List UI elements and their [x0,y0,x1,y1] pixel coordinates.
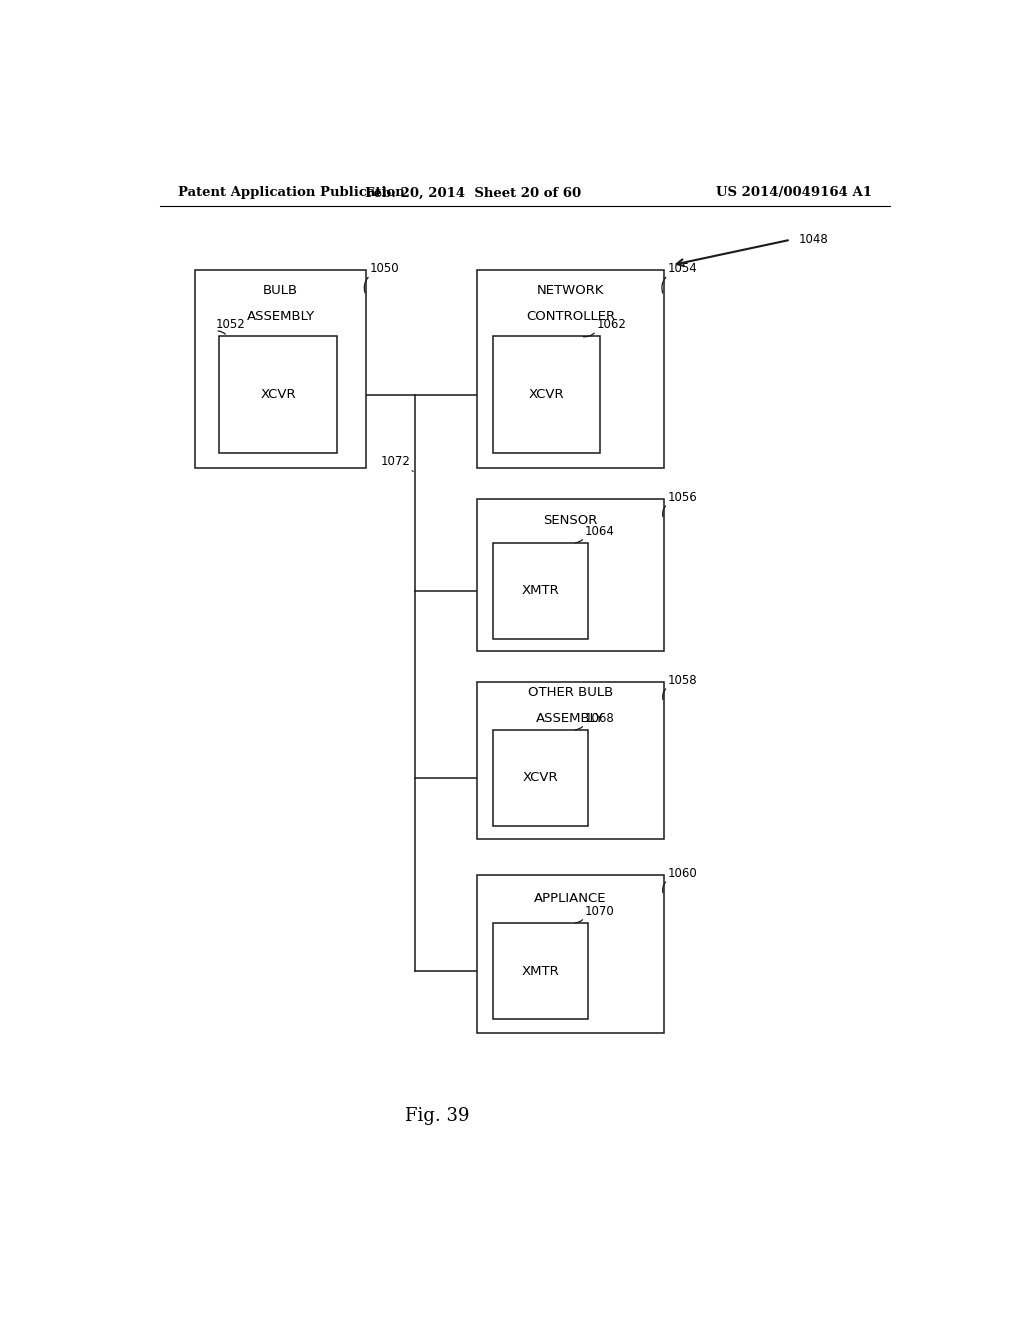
Text: BULB: BULB [263,284,298,297]
Bar [494,543,589,639]
Text: XCVR: XCVR [523,771,558,784]
Bar [196,271,367,469]
Bar [494,337,600,453]
Bar [219,337,337,453]
Text: OTHER BULB: OTHER BULB [527,686,613,700]
Text: SENSOR: SENSOR [544,515,598,527]
Bar [477,499,664,651]
Text: 1050: 1050 [370,263,399,276]
Text: XCVR: XCVR [260,388,296,401]
Text: XCVR: XCVR [528,388,564,401]
Text: XMTR: XMTR [522,585,559,598]
Text: 1064: 1064 [585,524,614,537]
Bar [477,875,664,1032]
Bar [477,271,664,469]
Bar [494,730,589,826]
Text: XMTR: XMTR [522,965,559,978]
Text: 1054: 1054 [668,263,697,276]
Text: Patent Application Publication: Patent Application Publication [178,186,404,199]
Text: ASSEMBLY: ASSEMBLY [247,310,314,323]
Text: APPLIANCE: APPLIANCE [535,892,606,906]
Text: 1052: 1052 [215,318,245,331]
Bar [494,923,589,1019]
Text: 1056: 1056 [668,491,697,504]
Text: 1058: 1058 [668,675,697,686]
Text: 1048: 1048 [799,234,828,247]
Text: CONTROLLER: CONTROLLER [526,310,615,323]
Text: ASSEMBLY: ASSEMBLY [537,713,604,726]
Text: 1062: 1062 [596,318,626,331]
Text: 1060: 1060 [668,867,697,880]
Text: Fig. 39: Fig. 39 [406,1107,470,1125]
Text: 1070: 1070 [585,904,614,917]
Bar [477,682,664,840]
Text: Feb. 20, 2014  Sheet 20 of 60: Feb. 20, 2014 Sheet 20 of 60 [366,186,582,199]
Text: 1068: 1068 [585,711,614,725]
Text: 1072: 1072 [381,455,411,469]
Text: US 2014/0049164 A1: US 2014/0049164 A1 [716,186,871,199]
Text: NETWORK: NETWORK [537,284,604,297]
